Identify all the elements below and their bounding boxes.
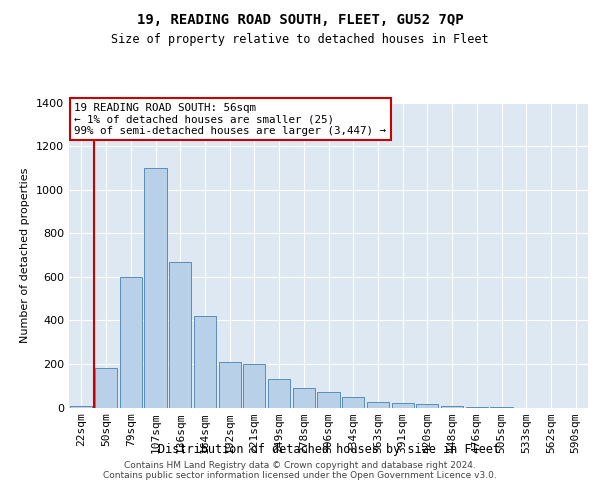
Bar — [119, 277, 142, 407]
Text: Size of property relative to detached houses in Fleet: Size of property relative to detached ho… — [111, 32, 489, 46]
Bar — [466, 407, 488, 408]
Bar — [416, 404, 439, 407]
Bar — [293, 388, 315, 407]
Text: Contains HM Land Registry data © Crown copyright and database right 2024.
Contai: Contains HM Land Registry data © Crown c… — [103, 460, 497, 480]
Bar — [194, 316, 216, 408]
Y-axis label: Number of detached properties: Number of detached properties — [20, 168, 31, 342]
Bar — [367, 402, 389, 407]
Bar — [95, 368, 117, 408]
Text: Distribution of detached houses by size in Fleet: Distribution of detached houses by size … — [158, 442, 500, 456]
Bar — [70, 406, 92, 408]
Bar — [145, 168, 167, 408]
Bar — [218, 362, 241, 408]
Text: 19, READING ROAD SOUTH, FLEET, GU52 7QP: 19, READING ROAD SOUTH, FLEET, GU52 7QP — [137, 12, 463, 26]
Bar — [317, 392, 340, 407]
Bar — [392, 403, 414, 407]
Bar — [441, 406, 463, 408]
Text: 19 READING ROAD SOUTH: 56sqm
← 1% of detached houses are smaller (25)
99% of sem: 19 READING ROAD SOUTH: 56sqm ← 1% of det… — [74, 102, 386, 136]
Bar — [169, 262, 191, 408]
Bar — [243, 364, 265, 408]
Bar — [268, 379, 290, 408]
Bar — [342, 396, 364, 407]
